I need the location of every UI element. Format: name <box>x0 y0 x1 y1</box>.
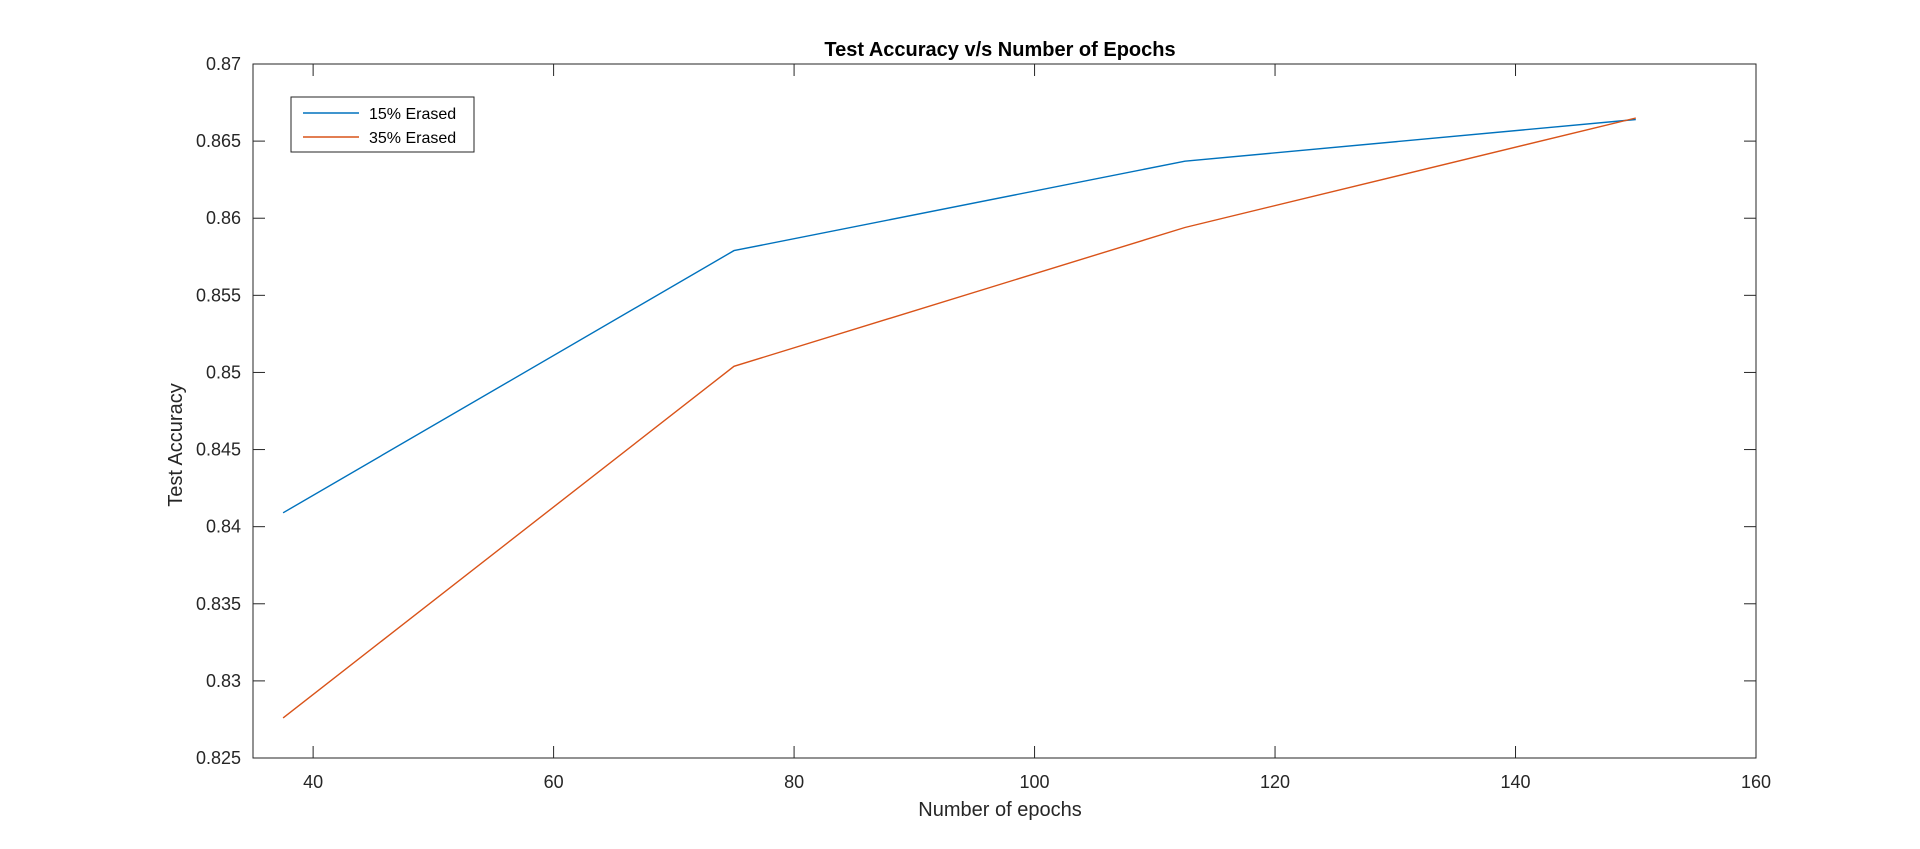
plot-area <box>252 63 1757 759</box>
y-tick-label: 0.84 <box>206 517 241 537</box>
x-tick-label: 160 <box>1741 772 1771 792</box>
chart-title: Test Accuracy v/s Number of Epochs <box>824 39 1175 61</box>
series-line-2 <box>282 117 1636 719</box>
x-tick-label: 40 <box>303 772 323 792</box>
y-tick-label: 0.845 <box>196 440 241 460</box>
y-tick-label: 0.85 <box>206 362 241 382</box>
x-tick-label: 100 <box>1020 772 1050 792</box>
legend-label-1: 15% Erased <box>369 106 456 123</box>
y-tick-label: 0.855 <box>196 285 241 305</box>
x-tick-label: 60 <box>544 772 564 792</box>
y-tick-label: 0.825 <box>196 748 241 768</box>
series-lines <box>282 117 1636 719</box>
series-line-1 <box>282 118 1636 514</box>
x-tick-label: 120 <box>1260 772 1290 792</box>
y-tick-label: 0.87 <box>206 54 241 74</box>
legend-label-2: 35% Erased <box>369 130 456 147</box>
axis-ticks <box>253 63 1757 759</box>
y-tick-label: 0.865 <box>196 131 241 151</box>
legend-box <box>290 96 475 153</box>
y-axis-label: Test Accuracy <box>165 383 187 506</box>
x-tick-label: 80 <box>784 772 804 792</box>
plot-frame <box>252 63 1757 759</box>
x-tick-label: 140 <box>1500 772 1530 792</box>
y-tick-label: 0.86 <box>206 208 241 228</box>
y-tick-label: 0.835 <box>196 594 241 614</box>
x-axis-label: Number of epochs <box>918 799 1081 821</box>
legend: 15% Erased 35% Erased <box>290 96 475 153</box>
axis-tick-labels: 40 60 80 100 120 140 160 0.825 0.83 0.835 0.84 0.84… <box>196 54 1771 792</box>
y-tick-label: 0.83 <box>206 671 241 691</box>
